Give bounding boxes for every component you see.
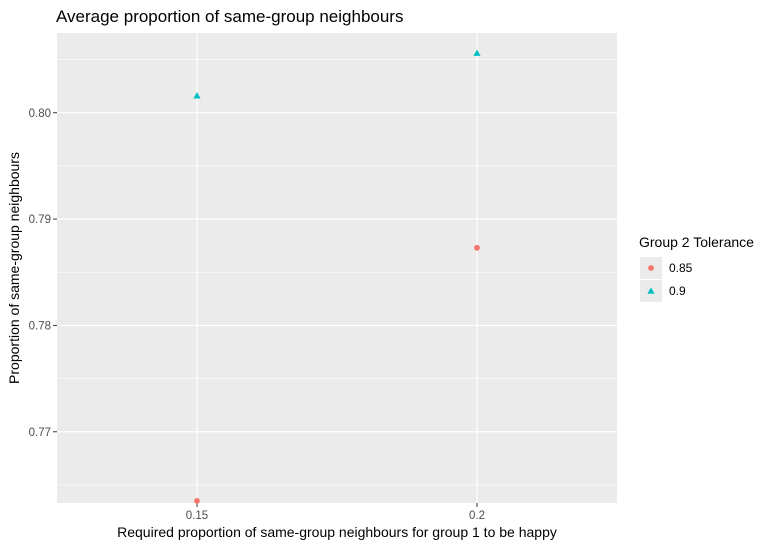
y-tick-label: 0.77 xyxy=(29,427,51,439)
legend-title: Group 2 Tolerance xyxy=(639,234,754,250)
data-point-triangle xyxy=(473,49,481,56)
grid-lines xyxy=(57,33,617,503)
y-tick-label: 0.78 xyxy=(29,320,51,332)
y-axis-title: Proportion of same-group neighbours xyxy=(6,152,22,384)
chart-title: Average proportion of same-group neighbo… xyxy=(56,7,403,26)
y-axis-ticks: 0.77 0.78 0.79 0.80 xyxy=(29,108,57,439)
x-tick-label: 0.15 xyxy=(186,510,208,522)
legend-marker xyxy=(648,265,654,271)
legend-label: 0.85 xyxy=(669,261,693,275)
legend: Group 2 Tolerance 0.85 0.9 xyxy=(639,234,754,302)
legend-marker xyxy=(647,287,655,294)
legend-label: 0.9 xyxy=(669,284,686,298)
x-tick-label: 0.2 xyxy=(469,510,485,522)
x-axis-ticks: 0.15 0.2 xyxy=(186,503,485,522)
data-point-circle xyxy=(474,244,480,251)
x-axis-title: Required proportion of same-group neighb… xyxy=(117,524,557,540)
data-points xyxy=(193,49,481,504)
data-point-circle xyxy=(194,497,200,504)
y-tick-label: 0.80 xyxy=(29,108,51,120)
plot-panel xyxy=(57,33,617,503)
y-tick-label: 0.79 xyxy=(29,214,51,226)
data-point-triangle xyxy=(193,92,201,99)
